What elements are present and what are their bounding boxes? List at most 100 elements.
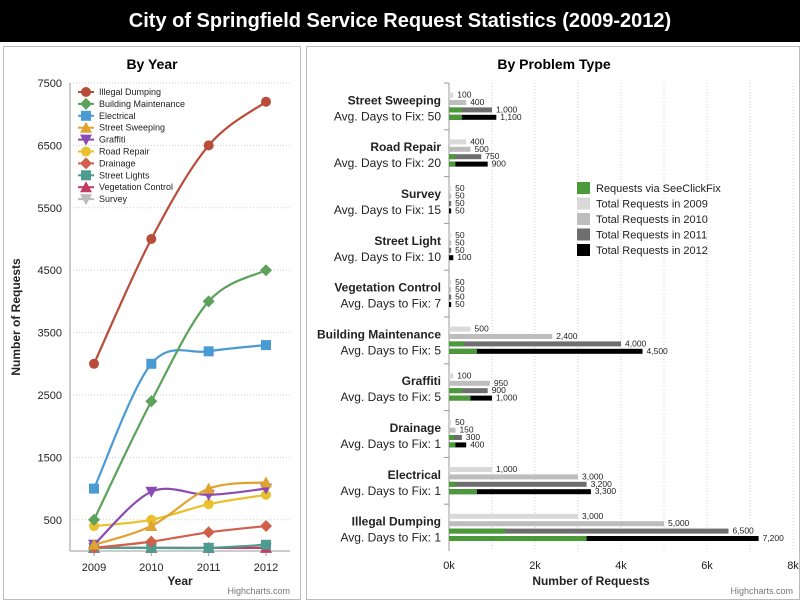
legend-item-drainage[interactable]: Drainage	[78, 157, 136, 170]
series-line	[93, 487, 267, 546]
bar-total-requests-in-2012	[449, 114, 497, 120]
category-label: Road Repair	[370, 140, 441, 154]
legend-marker	[80, 194, 92, 206]
legend-label: Street Lights	[99, 170, 150, 180]
series-line	[93, 493, 267, 528]
bar-total-requests-in-2012	[449, 208, 452, 214]
bar-total-requests-in-2011	[449, 201, 452, 206]
bar-value-label: 1,000	[496, 393, 518, 403]
bar-total-requests-in-2012	[449, 442, 467, 448]
legend-label: Total Requests in 2012	[596, 245, 708, 257]
data-point	[145, 520, 158, 532]
data-point	[88, 538, 100, 550]
y-tick-label: 7500	[38, 78, 62, 90]
legend-marker	[81, 146, 91, 157]
bar-value-label: 50	[455, 230, 465, 240]
series-street-sweeping	[88, 476, 272, 550]
bar-total-requests-in-2012	[449, 536, 759, 541]
bar-seeclickfix	[449, 481, 456, 487]
legend-marker	[81, 170, 91, 181]
legend-item-illegal-dumping[interactable]: Illegal Dumping	[78, 87, 161, 97]
bar-total-requests-in-2012	[449, 161, 488, 167]
category-avg-days: Avg. Days to Fix: 5	[341, 390, 442, 404]
data-point	[202, 482, 215, 494]
legend-item-electrical[interactable]: Electrical	[78, 110, 136, 121]
bar-total-requests-in-2009	[449, 92, 454, 98]
legend-item-building-maintenance[interactable]: Building Maintenance	[78, 97, 185, 110]
series-line	[93, 543, 267, 550]
bar-value-label: 50	[455, 191, 465, 201]
y-tick-label: 500	[44, 515, 62, 527]
legend-label: Vegetation Control	[99, 182, 173, 192]
x-tick-label: 2k	[529, 560, 541, 572]
bar-value-label: 3,000	[582, 511, 604, 521]
x-tick-label: 0k	[443, 560, 455, 572]
bar-value-label: 1,100	[500, 112, 522, 122]
bar-seeclickfix	[449, 161, 456, 167]
bar-total-requests-in-2009	[449, 420, 452, 426]
bar-total-requests-in-2010	[449, 287, 452, 293]
bar-total-requests-in-2011	[449, 435, 462, 440]
legend-item-requests-via-seeclickfix[interactable]: Requests via SeeClickFix	[577, 182, 721, 195]
category-label: Building Maintenance	[317, 327, 441, 341]
bar-total-requests-in-2011	[449, 341, 621, 347]
bar-total-requests-in-2011	[449, 528, 729, 534]
y-tick-label: 2500	[38, 390, 62, 402]
legend-item-total-requests-in-2010[interactable]: Total Requests in 2010	[577, 213, 708, 226]
legend-item-vegetation-control[interactable]: Vegetation Control	[78, 181, 173, 193]
category-label: Survey	[401, 187, 441, 201]
line-chart: By Year 500 1500 2500 3500 4500 5500 6500 7500 20…	[9, 56, 290, 596]
data-point	[202, 295, 215, 308]
series-electrical	[89, 340, 271, 494]
legend-item-total-requests-in-2011[interactable]: Total Requests in 2011	[577, 228, 707, 242]
category-label: Street Sweeping	[348, 93, 441, 107]
bar-total-requests-in-2011	[449, 154, 482, 160]
category-label: Street Light	[374, 234, 441, 248]
bar-value-label: 50	[455, 198, 465, 208]
bar-total-requests-in-2010	[449, 380, 490, 386]
data-point	[146, 234, 157, 244]
data-point	[145, 486, 158, 498]
data-point	[146, 358, 157, 369]
data-point	[203, 140, 214, 151]
bar-value-label: 50	[455, 245, 465, 255]
legend-item-total-requests-in-2009[interactable]: Total Requests in 2009	[577, 197, 708, 211]
bar-chart-title: By Problem Type	[497, 56, 611, 72]
legend-swatch	[577, 182, 590, 194]
legend-item-road-repair[interactable]: Road Repair	[78, 146, 150, 157]
bar-value-label: 900	[492, 159, 506, 169]
y-tick-label: 6500	[38, 140, 62, 152]
bar-value-label: 3,200	[591, 479, 613, 489]
legend-swatch	[577, 213, 590, 225]
data-point	[89, 358, 99, 369]
legend-item-street-sweeping[interactable]: Street Sweeping	[78, 121, 165, 133]
legend-item-total-requests-in-2012[interactable]: Total Requests in 2012	[577, 244, 708, 257]
bar-total-requests-in-2012	[449, 255, 454, 261]
data-point	[88, 513, 100, 526]
category-avg-days: Avg. Days to Fix: 50	[334, 109, 441, 123]
legend-item-graffiti[interactable]: Graffiti	[78, 134, 125, 146]
bar-value-label: 50	[455, 299, 465, 309]
bar-value-label: 50	[455, 292, 465, 302]
bar-total-requests-in-2009	[449, 186, 452, 192]
bar-total-requests-in-2010	[449, 100, 467, 105]
legend-item-street-lights[interactable]: Street Lights	[78, 170, 150, 181]
x-tick-label: 6k	[701, 560, 713, 572]
data-point	[202, 526, 215, 539]
category-label: Vegetation Control	[334, 281, 441, 295]
bar-value-label: 3,000	[582, 471, 604, 481]
bar-seeclickfix	[449, 395, 471, 401]
category-building-maintenance: Building Maintenance Avg. Days to Fix: 5 5…	[317, 316, 668, 357]
bar-total-requests-in-2010	[449, 427, 456, 433]
bar-total-requests-in-2010	[449, 193, 452, 199]
legend-item-survey[interactable]: Survey	[78, 194, 128, 206]
series-line	[93, 481, 267, 546]
legend-label: Total Requests in 2011	[596, 230, 707, 242]
bar-total-requests-in-2009	[449, 373, 454, 379]
y-tick-label: 5500	[38, 203, 62, 215]
line-chart-title: By Year	[126, 56, 178, 72]
bar-total-requests-in-2009	[449, 279, 452, 285]
data-point	[203, 346, 214, 357]
